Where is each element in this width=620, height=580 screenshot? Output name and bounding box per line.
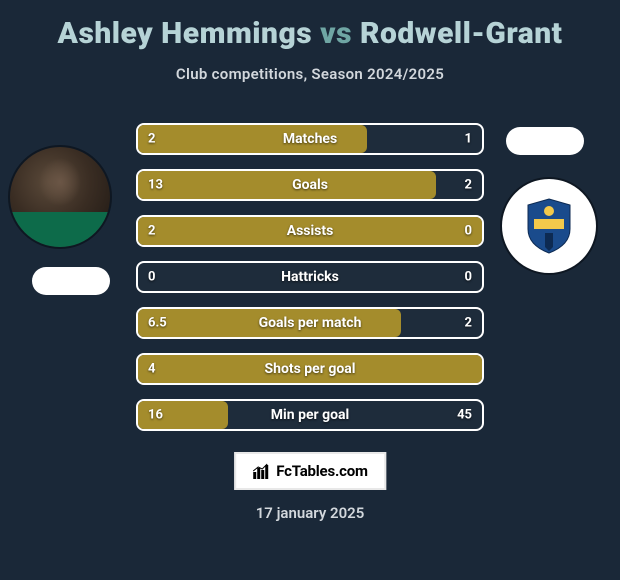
date-label: 17 january 2025 — [256, 504, 365, 522]
stat-fill — [138, 171, 436, 199]
bars-icon — [252, 462, 270, 480]
stat-value-left: 0 — [148, 270, 155, 285]
stat-value-left: 2 — [148, 132, 155, 147]
stat-label: Goals per match — [259, 315, 362, 331]
player-b-flag — [506, 127, 584, 155]
club-crest-icon — [524, 197, 574, 255]
stat-label: Shots per goal — [265, 361, 356, 377]
stat-value-right: 2 — [465, 178, 472, 193]
stat-row: 16 Min per goal 45 — [136, 399, 484, 431]
source-logo: FcTables.com — [234, 452, 386, 490]
stat-row: 2 Assists 0 — [136, 215, 484, 247]
stat-row: 13 Goals 2 — [136, 169, 484, 201]
stat-row: 6.5 Goals per match 2 — [136, 307, 484, 339]
source-logo-text: FcTables.com — [276, 462, 368, 480]
stat-row: 0 Hattricks 0 — [136, 261, 484, 293]
player-b-avatar — [500, 177, 598, 275]
stat-label: Min per goal — [271, 407, 349, 423]
subtitle: Club competitions, Season 2024/2025 — [176, 65, 444, 83]
stat-value-right: 0 — [465, 224, 472, 239]
stat-row: 4 Shots per goal — [136, 353, 484, 385]
stat-row: 2 Matches 1 — [136, 123, 484, 155]
comparison-panel: 2 Matches 1 13 Goals 2 2 Assists 0 0 Hat… — [0, 103, 620, 570]
stat-value-right: 2 — [465, 316, 472, 331]
stats-list: 2 Matches 1 13 Goals 2 2 Assists 0 0 Hat… — [136, 123, 484, 431]
title-player-b: Rodwell-Grant — [360, 16, 562, 51]
stat-value-left: 4 — [148, 362, 155, 377]
title-vs: vs — [320, 16, 352, 51]
stat-label: Matches — [283, 131, 337, 147]
page-title: Ashley Hemmings vs Rodwell-Grant — [58, 16, 563, 51]
player-a-avatar — [8, 145, 112, 249]
stat-label: Goals — [292, 177, 328, 193]
stat-value-left: 16 — [148, 408, 163, 423]
stat-label: Hattricks — [281, 269, 339, 285]
title-player-a: Ashley Hemmings — [58, 16, 313, 51]
stat-value-right: 0 — [465, 270, 472, 285]
stat-value-right: 45 — [457, 408, 472, 423]
stat-label: Assists — [287, 223, 334, 239]
player-a-flag — [32, 267, 110, 295]
stat-value-left: 13 — [148, 178, 163, 193]
stat-value-left: 6.5 — [148, 316, 167, 331]
stat-value-right: 1 — [465, 132, 472, 147]
stat-value-left: 2 — [148, 224, 155, 239]
